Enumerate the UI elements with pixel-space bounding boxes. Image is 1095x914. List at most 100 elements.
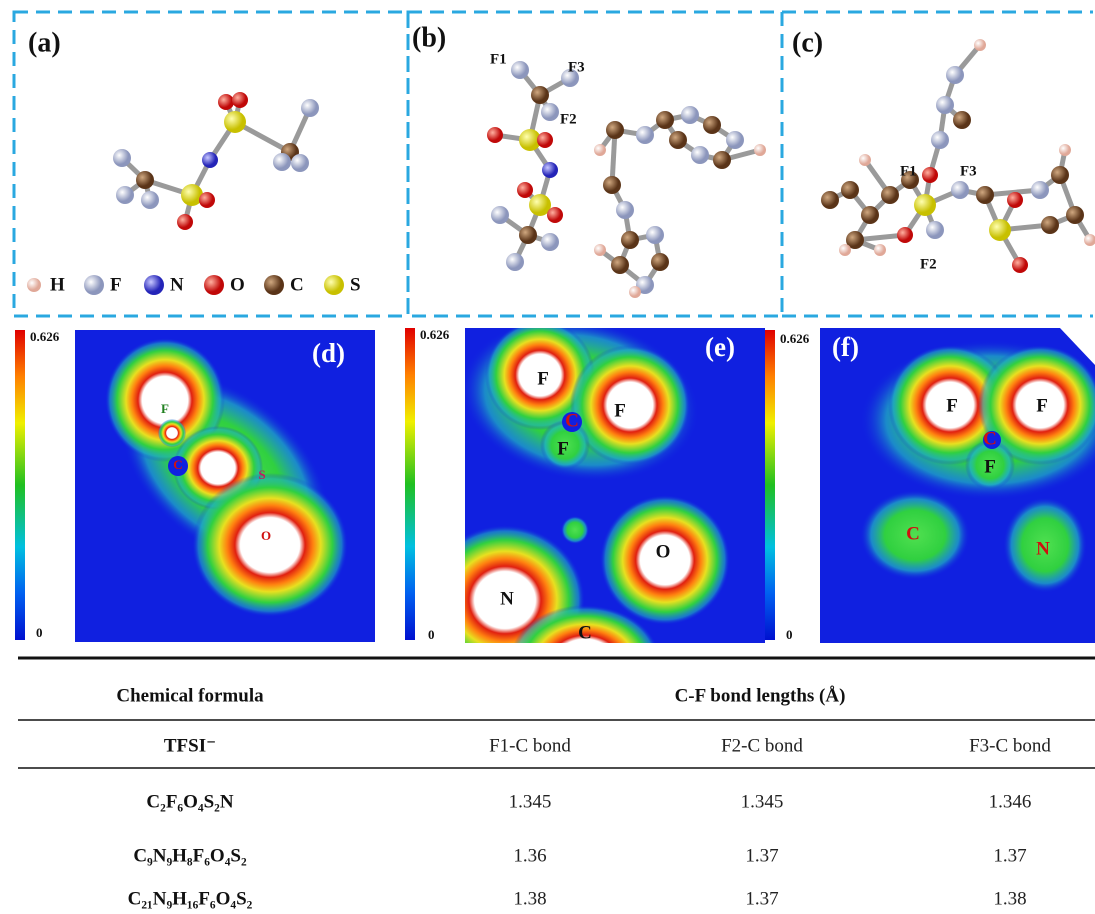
- atom: [291, 154, 309, 172]
- panel-label: (a): [28, 27, 61, 58]
- atom-label: F: [1036, 395, 1048, 416]
- table: Chemical formula C-F bond lengths (Å) TF…: [18, 656, 1095, 909]
- atom: [603, 176, 621, 194]
- atom: [974, 39, 986, 51]
- atom: [1031, 181, 1049, 199]
- scale-min: 0: [36, 625, 43, 640]
- panel-label: (c): [792, 27, 823, 58]
- atom: [946, 66, 964, 84]
- legend-label: H: [50, 274, 65, 295]
- atom-label: S: [258, 467, 265, 482]
- legend-swatch: [204, 275, 224, 295]
- atom: [846, 231, 864, 249]
- table-subheader: F2-C bond: [721, 735, 803, 756]
- atom: [713, 151, 731, 169]
- molecule: [594, 106, 766, 298]
- elf-map: [75, 330, 375, 642]
- atom: [136, 171, 154, 189]
- atom: [936, 96, 954, 114]
- atom: [541, 103, 559, 121]
- table-cell: 1.38: [513, 888, 546, 909]
- atom-label: O: [656, 541, 671, 562]
- legend-label: F: [110, 274, 122, 295]
- atom: [931, 131, 949, 149]
- atom-label: C: [565, 410, 579, 431]
- table-body: C₂F₆O₄S₂N 1.345 1.345 1.346 C₉N₉H₈F₆O₄S₂ 1.36…: [128, 791, 1032, 909]
- molecule: [113, 92, 319, 230]
- legend-swatch: [144, 275, 164, 295]
- structure-label: F3: [568, 59, 585, 75]
- atom: [1012, 257, 1028, 273]
- formula: C₉N₉H₈F₆O₄S₂: [133, 845, 247, 866]
- atom: [901, 171, 919, 189]
- atom: [487, 127, 503, 143]
- atom-label: F: [946, 395, 958, 416]
- atom: [841, 181, 859, 199]
- bond: [609, 129, 618, 186]
- atom: [537, 132, 553, 148]
- atom: [181, 184, 203, 206]
- atom: [199, 192, 215, 208]
- atom: [616, 201, 634, 219]
- atom: [621, 231, 639, 249]
- elf-map: [465, 328, 765, 643]
- atom-label: C: [578, 622, 592, 643]
- atom: [1007, 192, 1023, 208]
- formula: C₂₁N₉H₁₆F₆O₄S₂: [128, 888, 253, 909]
- atom: [541, 233, 559, 251]
- frame-c: [780, 10, 1093, 318]
- atom: [594, 144, 606, 156]
- atom: [519, 129, 541, 151]
- atom: [656, 111, 674, 129]
- atom-label: F: [161, 401, 169, 416]
- table-cell: 1.37: [993, 845, 1026, 866]
- atom: [491, 206, 509, 224]
- molecules: [113, 39, 1095, 298]
- legend-label: O: [230, 274, 245, 295]
- atom: [1084, 234, 1095, 246]
- frames: [12, 10, 1093, 318]
- table-subheader: TFSI⁻: [164, 735, 216, 756]
- frame-b: [406, 10, 784, 318]
- molecule: [821, 39, 1095, 273]
- table-header: C-F bond lengths (Å): [675, 685, 846, 706]
- structure-label: F1: [490, 51, 507, 67]
- atom: [202, 152, 218, 168]
- atom-label: C: [173, 457, 182, 472]
- atom: [953, 111, 971, 129]
- scale-min: 0: [786, 627, 793, 642]
- atom: [232, 92, 248, 108]
- structure-label: F3: [960, 163, 977, 179]
- atom-label: F: [614, 400, 626, 421]
- atom-label: C: [983, 428, 997, 449]
- atom: [754, 144, 766, 156]
- atom: [529, 194, 551, 216]
- atom: [839, 244, 851, 256]
- atom: [897, 227, 913, 243]
- atom: [1066, 206, 1084, 224]
- atom: [177, 214, 193, 230]
- atom: [113, 149, 131, 167]
- structure-label: F2: [920, 256, 937, 272]
- atom: [224, 111, 246, 133]
- color-bar: [405, 328, 415, 640]
- panel-label: (b): [412, 22, 446, 53]
- scale-min: 0: [428, 627, 435, 642]
- legend-swatch: [84, 275, 104, 295]
- legend-label: S: [350, 274, 361, 295]
- scale-max: 0.626: [30, 329, 60, 344]
- legend-swatch: [324, 275, 344, 295]
- color-bar: [765, 330, 775, 640]
- atom-label: C: [906, 523, 920, 544]
- atom: [636, 126, 654, 144]
- table-cell: 1.345: [741, 791, 784, 812]
- atom: [874, 244, 886, 256]
- atom-label: N: [1036, 538, 1050, 559]
- panel-label: (f): [832, 332, 859, 362]
- panel-label: (d): [312, 338, 345, 368]
- scale-max: 0.626: [420, 327, 450, 342]
- structure-label: F2: [560, 111, 577, 127]
- atom-label: N: [500, 588, 514, 609]
- elf-map: [820, 328, 1095, 643]
